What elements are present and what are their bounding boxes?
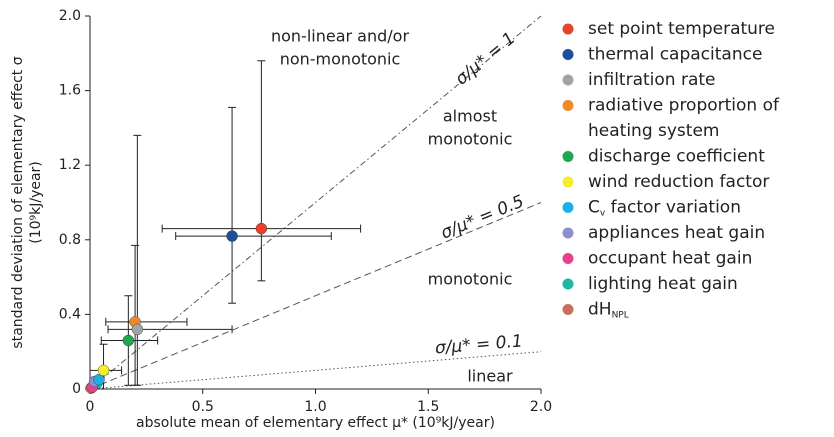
region-label: linear xyxy=(467,367,513,386)
legend-label-part: wind reduction factor xyxy=(588,172,769,192)
point xyxy=(255,222,268,235)
legend-marker xyxy=(562,74,574,86)
legend-label-part: discharge coefficient xyxy=(588,147,765,167)
legend-label: dHNPL xyxy=(588,300,629,321)
y-tick-label: 2.0 xyxy=(59,8,81,24)
legend-label: Cv factor variation xyxy=(588,198,741,219)
x-tick-label: 2.0 xyxy=(530,399,552,415)
y-axis-title: standard deviation of elementary effect … xyxy=(10,56,26,348)
legend-label-sub: NPL xyxy=(612,310,629,320)
legend-label: discharge coefficient xyxy=(588,147,765,167)
ratio-line xyxy=(89,351,542,390)
legend-marker xyxy=(562,49,574,60)
region-label: non-monotonic xyxy=(280,50,401,69)
legend-label-part: C xyxy=(588,198,600,218)
point xyxy=(97,364,110,377)
legend-label: appliances heat gain xyxy=(588,223,765,243)
legend-label-part: infiltration rate xyxy=(588,70,716,90)
legend-marker xyxy=(562,304,574,315)
legend-label: wind reduction factor xyxy=(588,172,769,192)
legend-label-part: occupant heat gain xyxy=(588,249,752,269)
legend-label-part: appliances heat gain xyxy=(588,223,765,243)
region-label: monotonic xyxy=(428,130,513,149)
legend-marker xyxy=(562,278,574,290)
ratio-line xyxy=(89,202,542,390)
point xyxy=(131,323,144,336)
point xyxy=(122,334,135,347)
legend-label-part: thermal capacitance xyxy=(588,45,762,65)
legend-label: lighting heat gain xyxy=(588,274,738,294)
legend-label-part: set point temperature xyxy=(588,19,775,39)
y-tick-label: 0.4 xyxy=(59,306,81,322)
legend-label-sub: v xyxy=(600,208,606,218)
legend-marker xyxy=(562,100,574,111)
legend-label-part: lighting heat gain xyxy=(588,274,738,294)
y-tick-label: 1.2 xyxy=(59,157,81,173)
legend-marker xyxy=(562,253,574,264)
region-label: non-linear and/or xyxy=(271,27,409,46)
point xyxy=(226,230,238,242)
point xyxy=(93,373,105,386)
legend-marker xyxy=(562,227,574,239)
legend-label: thermal capacitance xyxy=(588,45,762,65)
ratio-label: σ/μ* = 0.5 xyxy=(438,191,527,243)
legend-marker xyxy=(562,202,574,213)
ratio-line xyxy=(89,15,542,390)
region-label: monotonic xyxy=(428,270,513,289)
y-tick-label: 0 xyxy=(72,381,81,397)
legend-label-part: dH xyxy=(588,300,612,320)
legend-label-part: factor variation xyxy=(605,198,741,218)
legend-label: heating system xyxy=(588,121,719,141)
legend-label: occupant heat gain xyxy=(588,249,752,269)
ratio-label: σ/μ* = 0.1 xyxy=(434,331,523,358)
legend-label: infiltration rate xyxy=(588,70,716,90)
legend-label: radiative proportion of xyxy=(588,96,780,116)
region-label: almost xyxy=(443,107,497,126)
x-tick-label: 1.0 xyxy=(304,399,326,415)
x-tick-label: 0.5 xyxy=(192,399,214,415)
x-tick-label: 0 xyxy=(86,399,95,415)
legend-marker xyxy=(562,151,574,162)
legend-marker xyxy=(562,23,574,35)
y-tick-label: 0.8 xyxy=(59,232,81,248)
x-tick-label: 1.5 xyxy=(417,399,439,415)
y-tick-label: 1.6 xyxy=(59,83,81,99)
y-axis-title: (10⁹kJ/year) xyxy=(28,161,44,244)
x-axis-title: absolute mean of elementary effect μ* (1… xyxy=(136,415,495,431)
ratio-label: σ/μ* = 1 xyxy=(452,28,520,89)
legend-label: set point temperature xyxy=(588,19,775,39)
legend-marker xyxy=(562,176,574,188)
